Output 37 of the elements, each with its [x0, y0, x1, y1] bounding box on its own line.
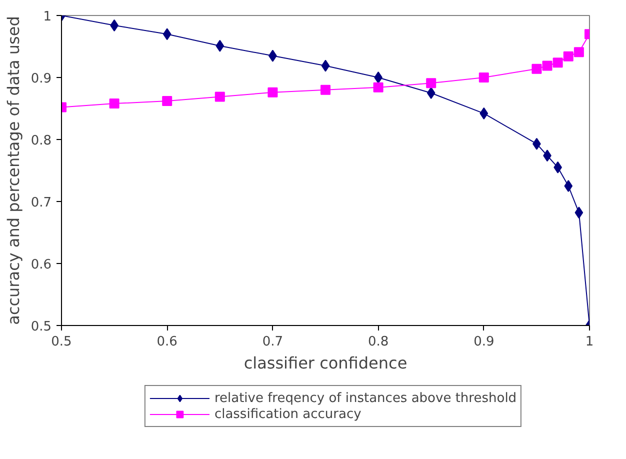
point	[374, 72, 382, 84]
point	[564, 180, 573, 192]
y-tick-label: 0.9	[30, 72, 52, 86]
point	[478, 72, 489, 82]
legend-label: relative freqency of instances above threshold	[214, 390, 517, 406]
point	[373, 82, 384, 92]
point	[480, 107, 488, 120]
x-tick-label: 0.8	[368, 334, 389, 350]
point	[320, 84, 330, 95]
x-tick-label: 1	[585, 334, 594, 350]
x-tick-label: 0.6	[156, 334, 178, 350]
point	[268, 87, 278, 98]
point	[532, 64, 542, 74]
legend-label: classification accuracy	[214, 406, 362, 422]
point	[542, 60, 552, 71]
point	[552, 58, 563, 68]
point	[214, 92, 225, 102]
point	[162, 96, 172, 106]
y-tick-label: 1	[43, 10, 52, 24]
x-tick-label: 0.7	[262, 334, 284, 350]
y-tick-label: 0.6	[30, 258, 52, 272]
point	[563, 51, 574, 62]
point	[574, 206, 584, 219]
y-tick-label: 0.7	[30, 196, 52, 210]
point	[321, 60, 330, 72]
point	[426, 78, 436, 88]
y-axis-title: accuracy and percentage of data used	[4, 16, 23, 325]
point	[162, 28, 172, 40]
x-tick-label: 0.5	[51, 334, 72, 350]
y-tick-label: 0.8	[30, 134, 52, 148]
x-axis-title: classifier confidence	[244, 354, 408, 372]
x-tick-label: 0.9	[474, 334, 494, 350]
point	[574, 47, 584, 58]
point	[216, 40, 224, 52]
point	[426, 87, 436, 99]
y-tick-label: 0.5	[30, 320, 52, 334]
point	[109, 98, 120, 109]
